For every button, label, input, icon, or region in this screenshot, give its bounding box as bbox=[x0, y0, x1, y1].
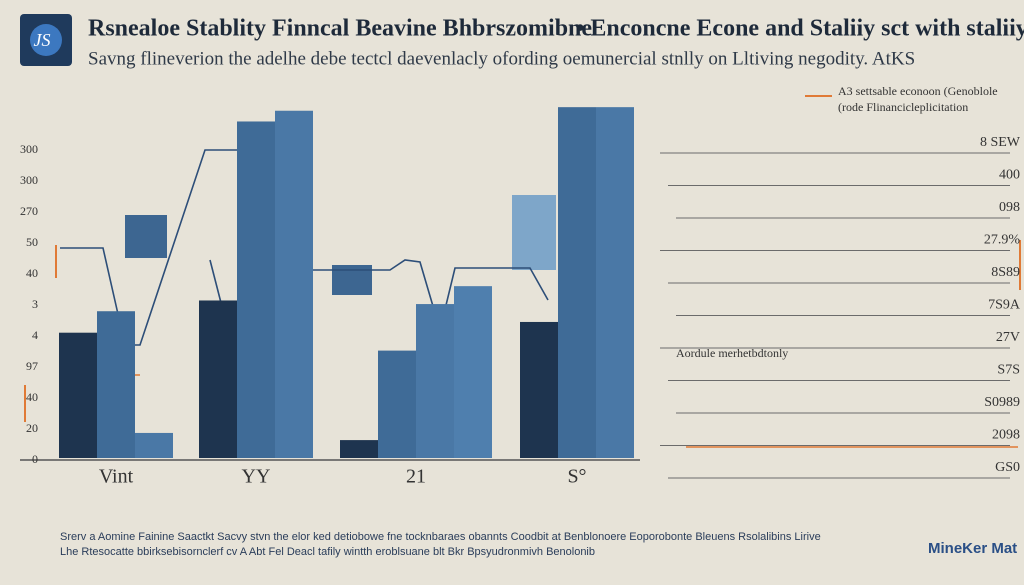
bar bbox=[275, 110, 313, 459]
bar bbox=[237, 121, 275, 458]
right-label: S0989 bbox=[984, 395, 1020, 410]
left-label: 300 bbox=[20, 173, 38, 187]
left-label: 0 bbox=[32, 452, 38, 466]
logo-text: JS bbox=[34, 30, 51, 50]
left-label: 3 bbox=[32, 297, 38, 311]
decoration bbox=[20, 149, 1021, 461]
connector bbox=[60, 149, 240, 346]
annotation: (rode Flinancicleplicitation bbox=[838, 100, 968, 114]
left-label: 270 bbox=[20, 204, 38, 218]
bar bbox=[378, 350, 416, 458]
x-tick-label: YY bbox=[242, 466, 271, 488]
right-label: 27.9% bbox=[984, 233, 1021, 248]
left-label: 300 bbox=[20, 142, 38, 156]
right-label: 2098 bbox=[992, 428, 1020, 443]
bar bbox=[558, 107, 596, 458]
float-box bbox=[125, 215, 167, 258]
left-label: 97 bbox=[26, 359, 38, 373]
left-label: 20 bbox=[26, 421, 38, 435]
right-label: S7S bbox=[997, 363, 1020, 378]
right-label: 7S9A bbox=[988, 298, 1021, 313]
logo-circle bbox=[30, 24, 62, 56]
bar bbox=[520, 321, 558, 458]
float-box bbox=[512, 195, 556, 270]
bar bbox=[340, 440, 378, 458]
chart-title-right: • Enconcne Econe and Staliiy sct with st… bbox=[576, 16, 1024, 42]
right-label: GS0 bbox=[995, 460, 1020, 475]
right-label: 8S89 bbox=[991, 265, 1020, 280]
footer: Lhe Rtesocatte bbirksebisornclerf cv A A… bbox=[60, 546, 595, 558]
bar bbox=[97, 311, 135, 458]
bar bbox=[135, 432, 173, 458]
x-tick-label: Vint bbox=[99, 466, 134, 488]
right-label: 8 SEW bbox=[980, 135, 1021, 150]
right-label: 400 bbox=[999, 168, 1020, 183]
right-label: 098 bbox=[999, 200, 1020, 215]
bar bbox=[454, 286, 492, 458]
left-label: 4 bbox=[32, 328, 38, 342]
bar bbox=[59, 332, 97, 458]
bar bbox=[199, 300, 237, 458]
annotation: A3 settsable econoon (Genoblole bbox=[838, 84, 998, 98]
x-tick-label: S° bbox=[567, 466, 586, 488]
bar bbox=[416, 304, 454, 458]
footer: Srerv a Aomine Fainine Saactkt Sacvy stv… bbox=[60, 531, 821, 543]
subtitle: Savng flineverion the adelhe debe tectcl… bbox=[88, 48, 915, 69]
x-tick-label: 21 bbox=[406, 466, 426, 488]
note: Aordule merhetbdtonly bbox=[676, 346, 788, 360]
bar bbox=[596, 107, 634, 458]
brand: MineKer Mat bbox=[928, 540, 1017, 557]
connector bbox=[313, 259, 549, 334]
right-label: 27V bbox=[996, 330, 1020, 345]
left-label: 40 bbox=[26, 266, 38, 280]
left-label: 40 bbox=[26, 390, 38, 404]
left-label: 50 bbox=[26, 235, 38, 249]
chart-title: Rsnealoe Stablity Finncal Beavine Bhbrsz… bbox=[88, 16, 592, 42]
